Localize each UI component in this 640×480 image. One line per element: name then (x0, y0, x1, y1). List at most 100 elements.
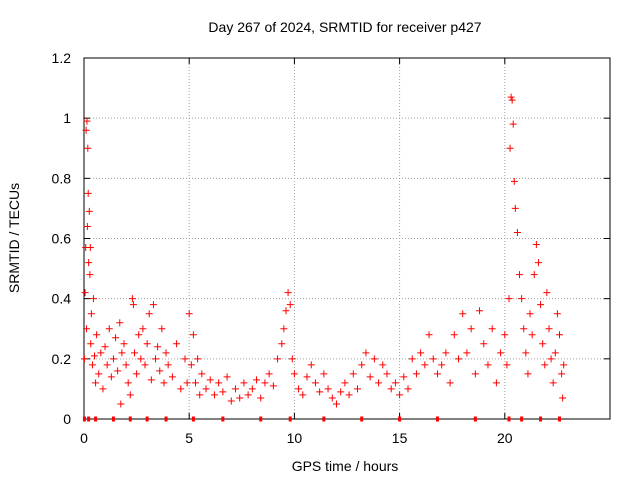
baseline-marker (164, 416, 168, 422)
data-point (101, 343, 109, 351)
data-point (83, 222, 91, 230)
data-point (147, 376, 155, 384)
data-point (97, 349, 105, 357)
data-point (92, 379, 100, 387)
data-point (425, 331, 433, 339)
data-point (145, 310, 153, 318)
data-point (404, 385, 412, 393)
data-point (370, 355, 378, 363)
data-point (162, 349, 170, 357)
data-point (210, 391, 218, 399)
y-axis-label: SRMTID / TECUs (6, 183, 22, 293)
data-point (244, 391, 252, 399)
baseline-marker (82, 416, 86, 422)
data-point (295, 385, 303, 393)
data-point (480, 340, 488, 348)
data-point (349, 370, 357, 378)
data-point (257, 394, 265, 402)
data-point (282, 307, 290, 315)
data-point (551, 349, 559, 357)
data-point (320, 370, 328, 378)
data-point (236, 394, 244, 402)
data-point (288, 355, 296, 363)
baseline-marker (191, 416, 195, 422)
data-point (198, 370, 206, 378)
data-point (484, 361, 492, 369)
data-point (286, 301, 294, 309)
data-point (202, 385, 210, 393)
baseline-marker (398, 416, 402, 422)
data-point (149, 301, 157, 309)
data-point (83, 117, 91, 125)
data-point (126, 391, 134, 399)
data-point (307, 361, 315, 369)
data-point (488, 325, 496, 333)
data-point (510, 177, 518, 185)
y-tick-label: 1.2 (52, 50, 72, 66)
x-tick-label: 10 (287, 430, 303, 446)
baseline-marker (360, 416, 364, 422)
data-point (299, 391, 307, 399)
data-point (109, 355, 117, 363)
data-point (231, 385, 239, 393)
data-point (124, 379, 132, 387)
data-point (91, 352, 99, 360)
data-point (492, 379, 500, 387)
data-point (173, 340, 181, 348)
data-point (183, 379, 191, 387)
data-point (332, 400, 340, 408)
data-point (112, 334, 120, 342)
data-point (429, 355, 437, 363)
x-tick-label: 5 (185, 430, 193, 446)
baseline-marker (322, 416, 326, 422)
data-point (154, 343, 162, 351)
data-point (284, 289, 292, 297)
data-point (507, 93, 515, 101)
data-point (341, 379, 349, 387)
data-point (433, 370, 441, 378)
data-point (354, 385, 362, 393)
data-point (471, 370, 479, 378)
data-point (324, 385, 332, 393)
data-point (391, 379, 399, 387)
data-point (192, 379, 200, 387)
data-point (181, 355, 189, 363)
data-point (362, 349, 370, 357)
data-point (141, 361, 149, 369)
y-tick-label: 0.6 (52, 231, 72, 247)
data-point (156, 367, 164, 375)
data-point (303, 373, 311, 381)
data-point (274, 355, 282, 363)
data-point (196, 391, 204, 399)
grid (84, 58, 610, 419)
data-point (85, 259, 93, 267)
data-point (189, 331, 197, 339)
data-point (506, 144, 514, 152)
baseline-marker (539, 416, 543, 422)
data-point (88, 361, 96, 369)
data-point (509, 120, 517, 128)
data-point (387, 385, 395, 393)
data-point (194, 355, 202, 363)
data-point (547, 355, 555, 363)
data-point (177, 385, 185, 393)
data-point (328, 394, 336, 402)
data-point (95, 370, 103, 378)
data-point (120, 340, 128, 348)
data-point (549, 379, 557, 387)
data-point (396, 391, 404, 399)
data-point (248, 385, 256, 393)
data-point (139, 325, 147, 333)
data-point (560, 361, 568, 369)
data-point (265, 370, 273, 378)
data-point (80, 355, 88, 363)
data-point (537, 301, 545, 309)
data-point (532, 241, 540, 249)
baseline-marker (111, 416, 115, 422)
data-point (278, 340, 286, 348)
data-point (82, 126, 90, 134)
data-point (438, 361, 446, 369)
data-point (253, 376, 261, 384)
data-point (84, 144, 92, 152)
data-point (455, 355, 463, 363)
